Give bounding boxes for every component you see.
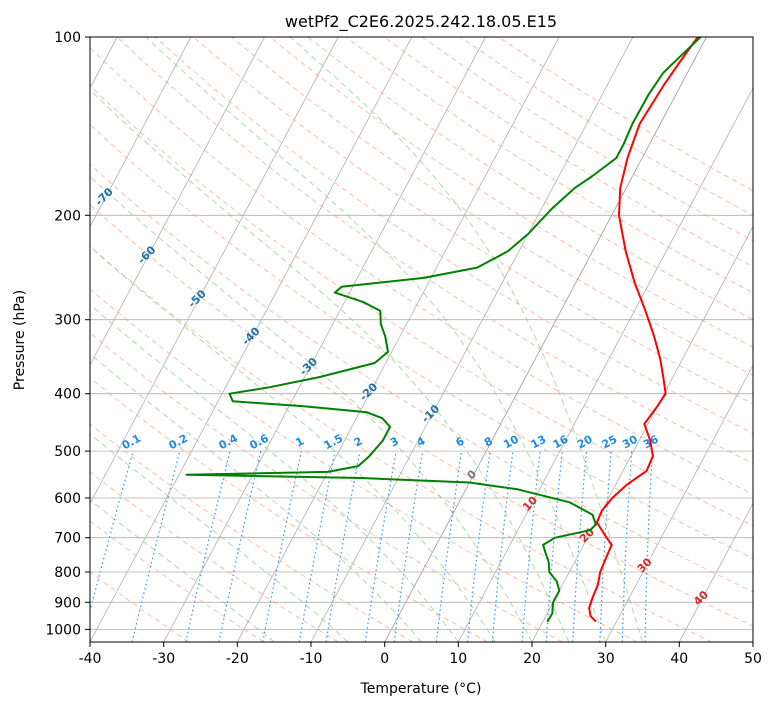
y-tick-label: 700: [54, 531, 81, 547]
moist-adiabat: [90, 433, 349, 642]
isotherm-line: [236, 37, 560, 642]
dry-adiabat: [90, 571, 190, 642]
y-axis-title: Pressure (hPa): [12, 290, 28, 390]
grid: [90, 37, 753, 642]
x-tick-label: 20: [523, 651, 541, 667]
dry-adiabat: [116, 37, 753, 464]
y-tick-label: 900: [54, 595, 81, 611]
moist-adiabat: [145, 37, 607, 642]
dry-adiabat: [154, 37, 753, 434]
x-tick-label: -20: [226, 651, 249, 667]
background-lines: [90, 37, 753, 642]
x-axis-title: Temperature (°C): [360, 681, 482, 697]
dry-adiabat: [90, 288, 638, 642]
isotherm-line: [90, 37, 192, 228]
y-tick-label: 1000: [45, 622, 81, 638]
mixing-ratio-line: [621, 451, 633, 642]
x-tick-label: 30: [597, 651, 615, 667]
dry-adiabat: [269, 37, 753, 348]
isotherm-line: [531, 225, 753, 642]
y-tick-label: 800: [54, 565, 81, 581]
isotherm-line: [163, 37, 486, 642]
dewpoint-line: [185, 37, 702, 623]
y-tick-label: 500: [54, 444, 81, 460]
mixing-ratio-labels: 0.1 0.2 0.4 0.6 1 1.5 2 3 4 6 8 10 13 16 20 25 30 36: [120, 432, 661, 453]
x-tick-label: 0: [380, 651, 389, 667]
chart-title: wetPf2_C2E6.2025.242.18.05.E15: [285, 12, 557, 32]
plot-frame: [89, 36, 754, 643]
isotherm-line: [457, 87, 753, 642]
dry-adiabat: [90, 332, 563, 642]
dry-adiabat: [193, 37, 753, 405]
dry-adiabat: [345, 37, 753, 294]
isotherm-line: [90, 37, 413, 642]
mixing-ratio-line: [298, 450, 336, 642]
dry-adiabat: [90, 245, 712, 642]
moist-adiabat: [90, 175, 533, 642]
dry-adiabat: [90, 46, 753, 495]
mixing-ratio-label: 30: [620, 433, 640, 452]
mixing-ratio-line: [325, 450, 361, 642]
isotherm-line: [678, 502, 753, 642]
mixing-ratio-line: [572, 451, 588, 642]
temperature-line: [588, 37, 699, 623]
dry-adiabat: [90, 520, 264, 642]
moist-adiabat: [90, 304, 459, 642]
x-tick-label: -30: [152, 651, 175, 667]
mixing-ratio-line: [262, 450, 302, 642]
y-tick-label: 400: [54, 387, 81, 403]
isotherm-line: [384, 37, 707, 642]
y-axis: 100 200 300 400 500 600 700 800 900 1000: [45, 30, 90, 638]
y-tick-label: 600: [54, 491, 81, 507]
mixing-ratio-label: 13: [529, 433, 549, 452]
y-tick-label: 200: [54, 208, 81, 224]
dry-adiabat: [90, 204, 753, 627]
dry-adiabat: [90, 423, 414, 642]
mixing-ratio-line: [466, 451, 491, 642]
isotherm-line: [90, 37, 265, 366]
mixing-ratio-line: [599, 451, 612, 642]
mixing-ratio-line: [364, 450, 397, 642]
series-lines: [185, 37, 702, 623]
dry-adiabat: [90, 377, 488, 642]
mixing-ratio-line: [521, 451, 541, 642]
mixing-ratio-label: 20: [575, 433, 595, 452]
x-tick-label: 50: [744, 651, 762, 667]
isotherm-line: [90, 37, 339, 505]
mixing-ratio-line: [644, 451, 654, 642]
moist-adiabat: [90, 89, 570, 642]
mixing-ratio-line: [435, 451, 463, 642]
x-tick-label: -40: [79, 651, 102, 667]
x-tick-label: -10: [300, 651, 323, 667]
isotherm-line: [310, 37, 634, 642]
x-axis: -40 -30 -20 -10 0 10 20 30 40 50: [79, 642, 762, 667]
y-tick-label: 100: [54, 30, 81, 46]
dry-adiabat: [90, 85, 753, 527]
moist-adiabat: [289, 37, 643, 642]
mixing-ratio-label: 10: [501, 433, 521, 452]
y-tick-label: 300: [54, 313, 81, 329]
x-tick-label: 10: [449, 651, 467, 667]
dry-adiabat: [90, 123, 753, 559]
mixing-ratio-line: [491, 451, 514, 642]
x-tick-label: 40: [670, 651, 688, 667]
mixing-ratio-line: [545, 451, 563, 642]
mixing-ratio-label: 25: [600, 433, 620, 452]
mixing-ratio-label: 16: [551, 433, 571, 452]
isotherm-line: [605, 364, 753, 642]
moist-adiabat: [90, 245, 496, 642]
